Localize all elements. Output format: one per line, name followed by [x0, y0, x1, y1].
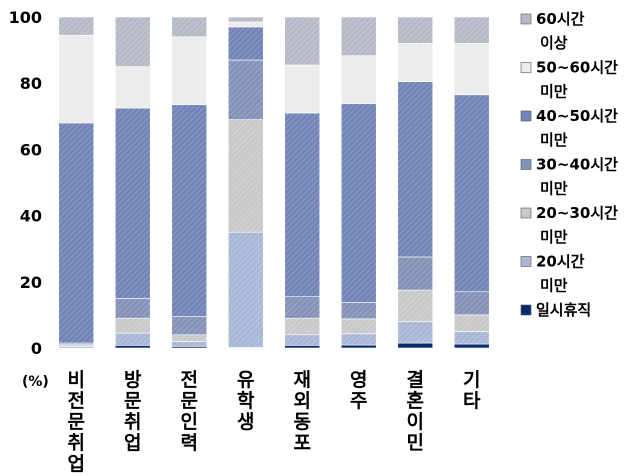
- bar-segment: [58, 34, 95, 124]
- bar-segment-texture: [454, 17, 490, 44]
- bar-segment-texture: [284, 296, 320, 319]
- legend-item: 20~30시간 미만: [520, 204, 618, 246]
- bar-segment-texture: [397, 321, 433, 344]
- x-axis-labels: 비 전 문 취 업 방 문 취 업 전 문 인 력 유 학 생 재 외 동 포 영 주 결 혼 이 민 기 타: [68, 369, 482, 475]
- bar-segment-texture: [228, 119, 264, 233]
- legend-item: 40~50시간 미만: [520, 107, 618, 149]
- bar-segment-texture: [397, 290, 433, 322]
- bar-segment-texture: [171, 17, 207, 37]
- bar-segment-texture: [58, 343, 94, 345]
- bar-segment: [453, 43, 490, 96]
- bar-segment-texture: [284, 112, 320, 297]
- bar-segment-texture: [284, 17, 320, 65]
- bar-segment: [340, 55, 377, 105]
- y-tick-label: 80: [20, 74, 42, 93]
- legend-swatch: [520, 13, 532, 25]
- legend-item: 일시휴직: [520, 301, 591, 319]
- bar-segment-texture: [115, 17, 151, 67]
- legend-label: 일시휴직: [536, 301, 591, 319]
- legend-item: 20시간 미만: [520, 253, 585, 295]
- legend-swatch: [520, 207, 532, 219]
- y-tick-label: 20: [20, 273, 42, 292]
- bar-segment-texture: [228, 232, 264, 348]
- y-tick-label: 60: [20, 140, 42, 159]
- legend-swatch: [520, 110, 532, 122]
- legend-swatch: [520, 159, 532, 170]
- bar-segment: [284, 64, 321, 114]
- bar-segment-texture: [171, 334, 207, 342]
- bar-segment-texture: [454, 314, 490, 332]
- bar-segment-texture: [397, 256, 433, 291]
- y-tick-label: 0: [31, 339, 42, 358]
- bar-segment-texture: [58, 344, 94, 347]
- bar-segment-texture: [228, 26, 264, 61]
- legend-label: 60시간 이상: [536, 10, 585, 52]
- legend-label: 40~50시간 미만: [536, 107, 618, 149]
- bar-segment-texture: [454, 291, 490, 315]
- bars: [58, 16, 490, 349]
- legend-label: 30~40시간 미만: [536, 156, 618, 198]
- bar-segment-texture: [115, 333, 151, 346]
- legend-item: 60시간 이상: [520, 10, 585, 52]
- bar-segment-texture: [454, 94, 490, 292]
- bar-segment-texture: [341, 333, 377, 346]
- bar-segment-texture: [397, 81, 433, 257]
- bar-segment: [227, 21, 264, 28]
- legend-item: 30~40시간 미만: [520, 156, 618, 198]
- bar-segment: [171, 36, 208, 106]
- bar-segment-texture: [115, 298, 151, 319]
- bar-segment-texture: [341, 302, 377, 319]
- bar-segment-texture: [115, 318, 151, 334]
- bar-segment-texture: [58, 17, 94, 36]
- legend-item: 50~60시간 미만: [520, 59, 618, 101]
- bar-segment: [340, 344, 377, 349]
- bar-segment: [397, 43, 434, 82]
- bar-segment: [284, 345, 321, 349]
- legend: 60시간 이상 50~60시간 미만 40~50시간 미만 30~40시간 미만 20~30시간…: [520, 10, 618, 319]
- bar-segment-texture: [228, 60, 264, 120]
- bar-segment-texture: [58, 346, 94, 348]
- y-tick-label: 100: [9, 8, 42, 27]
- legend-label: 50~60시간 미만: [536, 59, 618, 101]
- legend-label: 20~30시간 미만: [536, 204, 618, 246]
- bar-segment-texture: [171, 104, 207, 317]
- bar-segment: [114, 345, 151, 349]
- bar-segment: [453, 343, 490, 349]
- unit-label: (%): [22, 374, 49, 390]
- legend-swatch: [520, 62, 532, 73]
- bar-segment-texture: [341, 103, 377, 303]
- bar-segment-texture: [341, 318, 377, 334]
- bar-segment-texture: [115, 108, 151, 299]
- bar-segment: [397, 342, 434, 349]
- bar-segment-texture: [228, 17, 264, 22]
- bar-segment: [114, 66, 151, 109]
- bar-segment-texture: [284, 334, 320, 346]
- bar-segment-texture: [171, 316, 207, 335]
- legend-label: 20시간 미만: [536, 253, 585, 295]
- bar-segment-texture: [454, 331, 490, 345]
- bar-segment-texture: [171, 341, 207, 347]
- legend-swatch: [520, 304, 532, 316]
- y-tick-label: 40: [20, 207, 42, 226]
- bar-segment-texture: [284, 318, 320, 335]
- bar-segment-texture: [341, 17, 377, 56]
- bar-segment-texture: [58, 122, 94, 344]
- y-axis: 0 20 40 60 80 100: [9, 8, 42, 358]
- bar-segment-texture: [397, 17, 433, 44]
- legend-swatch: [520, 256, 532, 267]
